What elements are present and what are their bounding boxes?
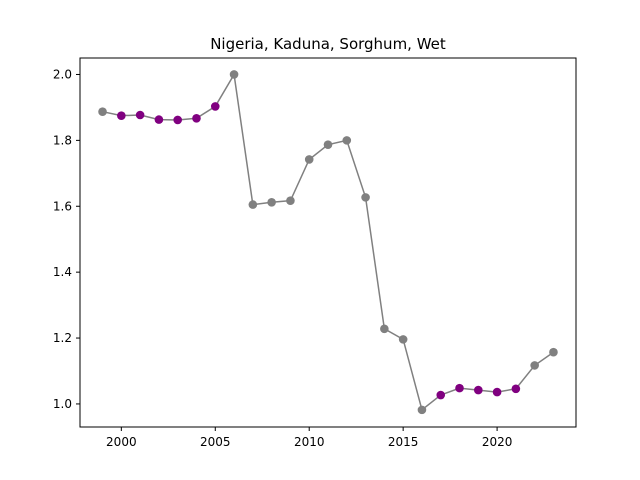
- y-tick-label: 1.4: [53, 265, 72, 279]
- data-point-2021: [511, 384, 521, 394]
- data-point-2006: [229, 70, 239, 79]
- y-axis: 1.0 1.2 1.4 1.6 1.8 2.0: [53, 67, 80, 411]
- data-point-1999: [98, 107, 107, 117]
- data-point-2008: [267, 198, 276, 207]
- x-tick-label: 2000: [106, 435, 137, 449]
- data-point-2012: [342, 136, 352, 145]
- data-point-2003: [173, 115, 182, 125]
- data-point-2011: [323, 140, 333, 149]
- y-tick-label: 1.6: [53, 199, 72, 213]
- y-tick-label: 1.8: [53, 133, 72, 147]
- data-point-2013: [361, 193, 370, 202]
- x-tick-label: 2015: [388, 435, 419, 449]
- data-point-2016: [417, 405, 427, 415]
- y-tick-label: 2.0: [53, 67, 72, 81]
- data-point-2007: [248, 200, 258, 209]
- chart-title: Nigeria, Kaduna, Sorghum, Wet: [210, 35, 446, 53]
- data-point-2001: [135, 110, 145, 120]
- data-point-2019: [474, 385, 483, 395]
- data-point-2005: [210, 102, 220, 111]
- data-point-2014: [380, 324, 389, 334]
- axes-frame: [79, 57, 577, 428]
- data-point-2002: [154, 115, 164, 124]
- data-point-2017: [436, 390, 446, 400]
- plot-area: [98, 70, 558, 415]
- data-point-2015: [398, 335, 408, 344]
- data-point-2009: [286, 196, 295, 205]
- data-point-2010: [304, 155, 314, 164]
- data-point-2000: [117, 111, 126, 120]
- data-point-2020: [492, 387, 502, 397]
- data-point-2018: [455, 383, 464, 393]
- data-point-2004: [192, 113, 201, 123]
- x-axis: 2000 2005 2010 2015 2020: [106, 427, 512, 449]
- x-tick-label: 2005: [200, 435, 231, 449]
- x-tick-label: 2010: [294, 435, 325, 449]
- x-tick-label: 2020: [482, 435, 513, 449]
- y-tick-label: 1.2: [53, 331, 72, 345]
- y-tick-label: 1.0: [53, 397, 72, 411]
- data-point-2022: [530, 361, 539, 370]
- data-point-2023: [549, 347, 558, 357]
